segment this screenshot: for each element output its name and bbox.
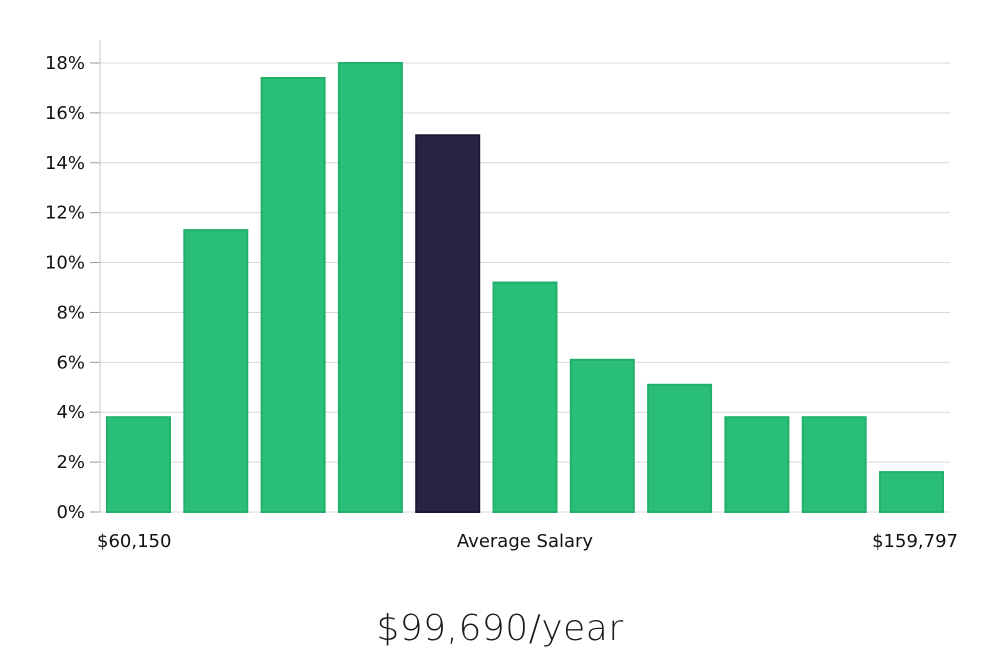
bar-average-salary (415, 134, 481, 514)
y-tick-label-2: 2% (56, 452, 85, 473)
bar-11 (879, 471, 944, 514)
x-min-label: $60,150 (97, 531, 171, 552)
bar-10 (801, 416, 867, 514)
y-tick-label-6: 6% (56, 352, 85, 373)
y-tick-label-10: 10% (45, 253, 85, 274)
y-tick-label-12: 12% (45, 203, 85, 224)
salary-histogram: 0% 2% 4% 6% 8% 10% 12% 14% 16% 18% $60,150 Averag… (45, 40, 958, 552)
x-max-label: $159,797 (872, 531, 958, 552)
y-tick-label-18: 18% (45, 53, 85, 74)
bars (106, 62, 944, 514)
x-axis-title: Average Salary (457, 531, 594, 552)
y-tick-label-14: 14% (45, 153, 85, 174)
bar-8 (647, 383, 713, 513)
bar-3 (260, 77, 326, 513)
average-salary-value: $99,690/year (376, 608, 624, 649)
bar-4 (337, 62, 403, 513)
y-tick-label-8: 8% (56, 302, 85, 323)
bar-1 (106, 416, 171, 514)
y-tick-label-0: 0% (56, 502, 85, 523)
bar-7 (569, 358, 635, 513)
y-axis-ticks: 0% 2% 4% 6% 8% 10% 12% 14% 16% 18% (45, 53, 100, 523)
y-tick-label-4: 4% (56, 402, 85, 423)
bar-6 (492, 281, 558, 513)
y-tick-label-16: 16% (45, 103, 85, 124)
bar-9 (724, 416, 790, 514)
bar-2 (183, 229, 249, 513)
